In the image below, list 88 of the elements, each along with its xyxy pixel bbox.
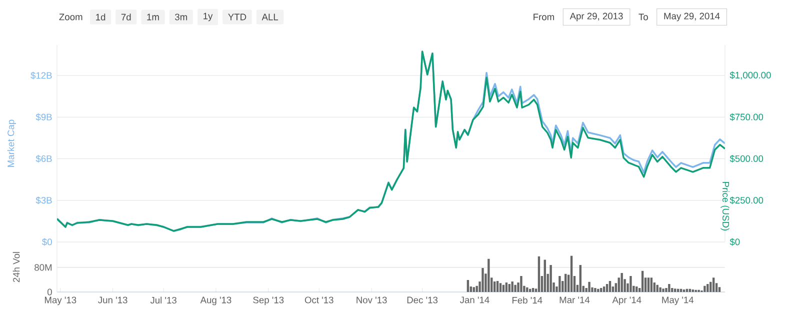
y-axis-title: 24h Vol <box>12 252 20 282</box>
bar <box>538 256 540 292</box>
bar <box>570 256 573 292</box>
x-tick-label: Feb '14 <box>512 296 542 304</box>
bar <box>704 286 706 292</box>
text: 3m <box>175 14 188 20</box>
bar <box>665 288 668 292</box>
bar <box>482 268 484 292</box>
bar <box>520 276 522 292</box>
bar <box>579 264 582 292</box>
text: 1m <box>147 14 159 20</box>
bar <box>656 284 658 292</box>
bar <box>511 282 514 292</box>
bar <box>606 284 608 292</box>
x-tick-label: Apr '14 <box>612 296 642 306</box>
bar <box>712 278 715 292</box>
bar <box>650 278 653 292</box>
y2-tick-label: $250.00 <box>730 196 764 204</box>
bar <box>608 280 612 292</box>
text: 7d <box>121 14 131 20</box>
text: 1d <box>96 14 106 20</box>
bar <box>493 282 496 292</box>
bar <box>499 283 502 292</box>
x-tick-label: Jun '13 <box>98 296 128 304</box>
y-tick-label: 80M <box>34 264 52 271</box>
x-tick-label: Jan '14 <box>460 296 490 304</box>
text: 1y <box>204 12 213 22</box>
y2-tick-label: $500.00 <box>730 154 764 163</box>
text: From <box>534 14 554 20</box>
bar <box>488 258 490 292</box>
bar <box>476 286 478 292</box>
x-tick-label: May '14 <box>662 296 694 306</box>
bar <box>508 284 510 292</box>
y2-tick-label: $1,000.00 <box>730 71 771 80</box>
x-tick-label: Jul '13 <box>150 296 176 304</box>
bar <box>718 287 721 292</box>
y-tick-label: $3B <box>36 196 52 204</box>
text: YTD <box>228 14 246 20</box>
bar <box>630 276 632 292</box>
y-tick-label: $0 <box>42 238 52 246</box>
y-tick-label: 0 <box>47 288 52 296</box>
bar <box>620 272 623 292</box>
text: Apr 29, 2013 <box>570 12 623 22</box>
bar <box>706 284 709 292</box>
bar <box>674 288 676 292</box>
bar <box>558 276 561 292</box>
y-axis-title: Market Cap <box>7 120 16 167</box>
bar <box>472 287 475 292</box>
bar <box>662 288 664 292</box>
bar <box>532 288 534 292</box>
bar <box>544 260 546 292</box>
bar <box>526 287 528 292</box>
bar <box>600 288 602 292</box>
bar <box>564 274 567 292</box>
bar <box>641 270 644 292</box>
bar <box>505 282 508 292</box>
bar <box>636 286 638 292</box>
bar <box>466 280 470 292</box>
bar <box>588 282 590 292</box>
bar <box>502 284 505 292</box>
x-tick-label: Sep '13 <box>253 296 284 306</box>
bar <box>496 280 499 292</box>
text: To <box>638 14 648 20</box>
bar <box>671 288 674 292</box>
bar <box>514 284 516 292</box>
y-tick-label: $9B <box>36 113 52 121</box>
y2-axis-title: Price (USD) <box>720 182 730 230</box>
y-tick-label: $6B <box>36 154 52 163</box>
x-tick-label: Nov '13 <box>356 296 387 304</box>
y2-tick-label: $750.00 <box>730 113 764 121</box>
bar <box>550 264 552 292</box>
x-tick-label: Mar '14 <box>560 296 590 304</box>
y-tick-label: $12B <box>30 72 52 80</box>
bar <box>668 284 670 292</box>
text: May 29, 2014 <box>664 12 720 22</box>
text: Zoom <box>59 14 82 20</box>
y2-tick-label: $0 <box>730 238 740 246</box>
bar <box>594 288 596 292</box>
x-tick-label: May '13 <box>44 296 76 306</box>
x-tick-label: Oct '13 <box>304 296 334 304</box>
bar <box>597 288 600 292</box>
bar <box>647 278 650 292</box>
bar <box>659 287 662 292</box>
x-tick-label: Aug '13 <box>200 296 232 306</box>
x-tick-label: Dec '13 <box>407 296 438 304</box>
bar <box>602 286 606 292</box>
bar <box>710 282 712 292</box>
text: ALL <box>262 14 278 20</box>
